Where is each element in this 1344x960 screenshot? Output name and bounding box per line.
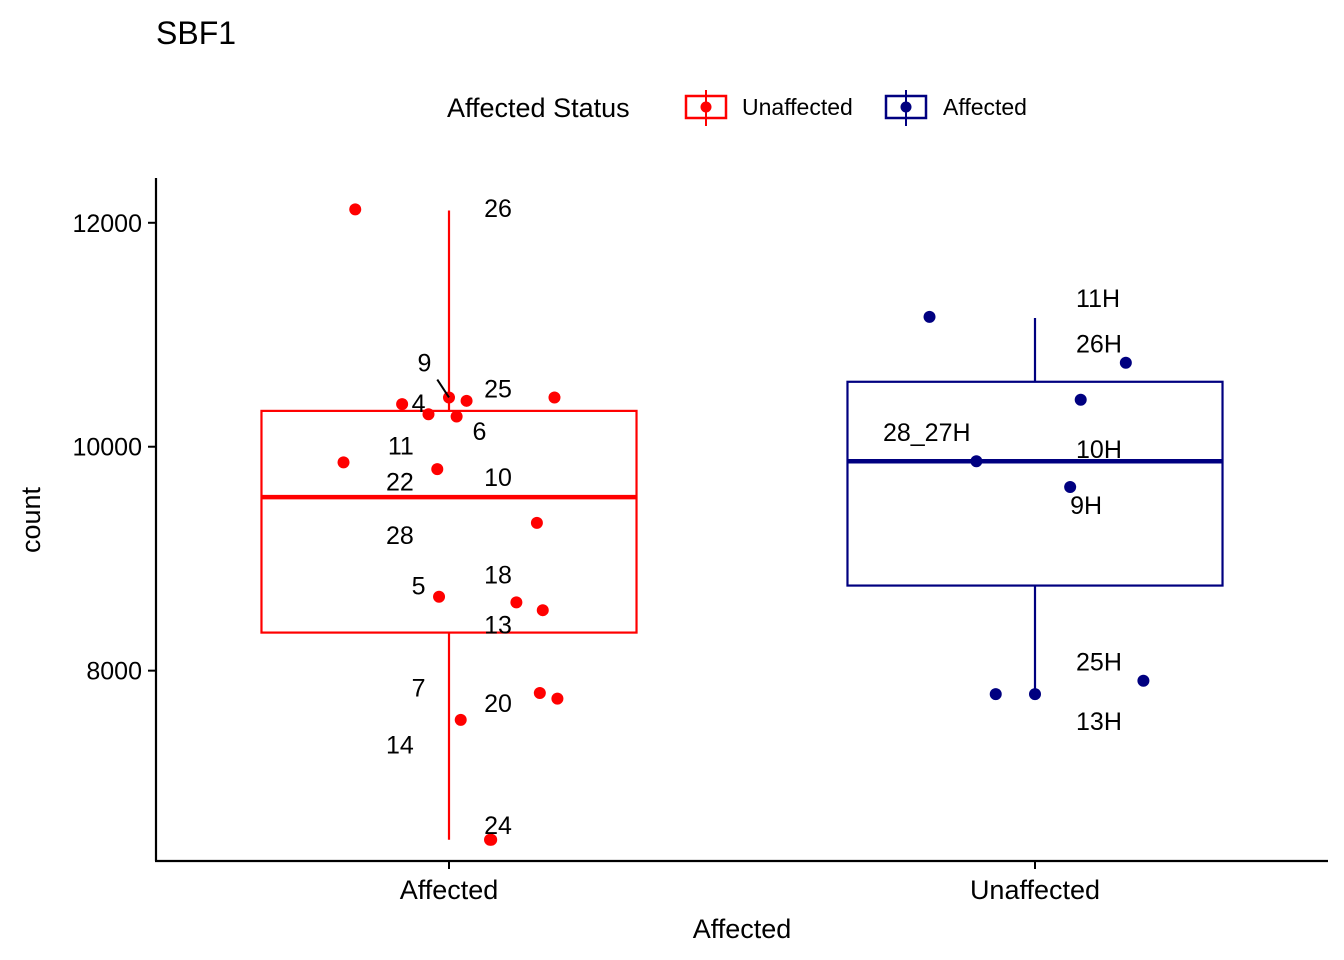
point-label: 28_27H <box>883 419 971 447</box>
data-point <box>1064 481 1077 494</box>
data-point <box>530 516 543 529</box>
point-label: 5 <box>412 573 426 601</box>
box <box>846 380 1224 587</box>
point-label: 18 <box>484 561 512 589</box>
x-axis-label: Affected <box>693 914 792 944</box>
point-label: 14 <box>386 732 414 760</box>
point-label: 13 <box>484 612 512 640</box>
data-point <box>433 590 446 603</box>
data-point <box>1137 674 1150 687</box>
data-point <box>485 833 498 846</box>
y-axis-label: count <box>16 486 46 553</box>
x-tick-label: Unaffected <box>970 875 1100 905</box>
point-label: 24 <box>484 812 512 840</box>
data-point <box>510 596 523 609</box>
data-point <box>431 463 444 476</box>
data-point <box>1074 393 1087 406</box>
point-label: 28 <box>386 522 414 550</box>
data-point <box>970 455 983 468</box>
point-label: 11H <box>1076 285 1120 313</box>
point-label: 9 <box>418 350 432 378</box>
data-point <box>989 688 1002 701</box>
y-tick-label: 10000 <box>72 434 142 462</box>
data-point <box>536 604 549 617</box>
data-point <box>349 203 362 216</box>
y-tick-label: 12000 <box>72 210 142 238</box>
point-label: 11 <box>388 433 414 461</box>
legend-label-affected: Affected <box>943 94 1027 120</box>
data-point <box>450 410 463 423</box>
data-point <box>396 398 409 411</box>
box <box>260 409 638 634</box>
legend: Affected Status Unaffected Affected <box>447 90 1027 126</box>
data-point <box>533 687 546 700</box>
point-label: 25 <box>484 375 512 403</box>
point-label: 10H <box>1076 436 1122 464</box>
data-point <box>337 456 350 469</box>
data-point <box>551 692 564 705</box>
point-label: 4 <box>412 390 426 418</box>
data-point <box>1029 688 1041 701</box>
legend-title: Affected Status <box>447 93 630 123</box>
point-label: 9H <box>1070 492 1102 520</box>
axes: 8000 10000 12000 Affected Unaffected <box>72 178 1328 905</box>
y-tick-label: 8000 <box>86 658 142 686</box>
chart-title: SBF1 <box>156 15 236 51</box>
legend-label-unaffected: Unaffected <box>742 94 853 120</box>
data-point <box>923 310 936 323</box>
point-label: 22 <box>386 468 414 496</box>
data-point <box>1119 356 1132 369</box>
label-leader-line <box>436 378 450 399</box>
plot-marks: 26 9 25 4 6 11 10 22 28 5 18 13 7 20 14 24 11H 26H 28_27H 1… <box>260 195 1224 846</box>
point-label: 6 <box>472 418 486 446</box>
point-label: 26 <box>484 195 512 223</box>
data-point <box>460 394 473 407</box>
point-label: 26H <box>1076 331 1122 359</box>
data-point <box>548 391 561 404</box>
point-label: 20 <box>484 690 512 718</box>
data-point <box>454 713 467 726</box>
x-tick-label: Affected <box>400 875 499 905</box>
legend-key-0 <box>684 90 728 126</box>
legend-key-1 <box>884 90 928 126</box>
point-label: 10 <box>484 464 512 492</box>
point-label: 13H <box>1076 708 1122 736</box>
data-point <box>422 408 435 421</box>
point-label: 7 <box>412 674 426 702</box>
point-label: 25H <box>1076 649 1122 677</box>
